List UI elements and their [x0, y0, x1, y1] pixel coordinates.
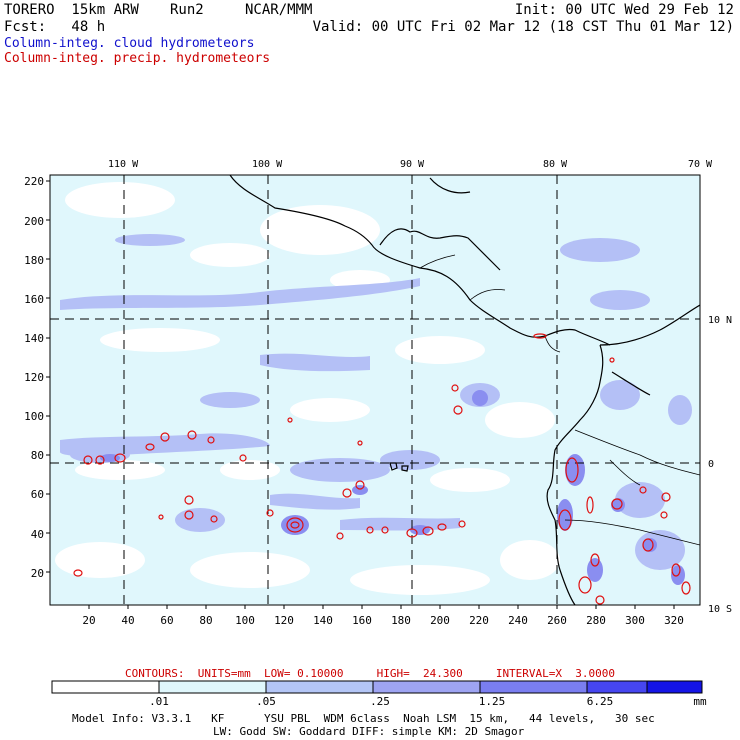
lat-label-0: 0	[708, 459, 714, 470]
x-axis-labels: 20 40 60 80 100 120 140 160 180 200 220 …	[82, 614, 684, 627]
y-tick: 20	[31, 567, 44, 580]
colorbar-label: 1.25	[479, 695, 506, 708]
x-tick: 240	[508, 614, 528, 627]
lat-label-10s: 10 S	[708, 604, 732, 615]
longitude-labels: 110 W 100 W 90 W 80 W 70 W	[108, 159, 713, 170]
org-label: NCAR/MMM	[245, 2, 313, 18]
colorbar-label: .05	[256, 695, 276, 708]
init-time: Init: 00 UTC Wed 29 Feb 12	[514, 2, 734, 18]
latitude-labels: 10 N 0 10 S	[708, 315, 732, 615]
x-tick: 260	[547, 614, 567, 627]
y-tick: 160	[24, 293, 44, 306]
x-tick: 60	[160, 614, 173, 627]
x-tick: 80	[199, 614, 212, 627]
x-tick-marks	[88, 605, 675, 609]
x-tick: 20	[82, 614, 95, 627]
lon-label-70w: 70 W	[688, 159, 713, 170]
lon-label-80w: 80 W	[543, 159, 568, 170]
y-tick: 140	[24, 332, 44, 345]
y-tick: 40	[31, 528, 44, 541]
x-tick: 180	[391, 614, 411, 627]
y-axis-labels: 220 200 180 160 140 120 100 80 60 40 20	[24, 175, 44, 580]
colorbar-unit: mm	[693, 695, 707, 708]
x-tick: 40	[121, 614, 134, 627]
colorbar-label: 6.25	[587, 695, 614, 708]
color-bar-swatches	[51, 680, 703, 694]
field-cloud-label: Column-integ. cloud hydrometeors	[4, 36, 255, 51]
y-tick: 100	[24, 410, 44, 423]
y-tick-marks	[46, 180, 50, 573]
valid-time: Valid: 00 UTC Fri 02 Mar 12 (18 CST Thu …	[312, 19, 734, 35]
y-tick: 220	[24, 175, 44, 188]
x-tick: 160	[352, 614, 372, 627]
colorbar-label: .01	[149, 695, 169, 708]
x-tick: 200	[430, 614, 450, 627]
color-bar: .01 .05 .25 1.25 6.25 mm	[51, 680, 707, 708]
color-bar-labels: .01 .05 .25 1.25 6.25 mm	[149, 695, 707, 708]
map-frame	[49, 174, 701, 606]
coastlines	[229, 175, 700, 605]
cloud-shading	[50, 175, 700, 605]
y-tick: 80	[31, 449, 44, 462]
colorbar-label: .25	[370, 695, 390, 708]
x-tick: 280	[586, 614, 606, 627]
contour-info: CONTOURS: UNITS=mm LOW= 0.10000 HIGH= 24…	[124, 667, 616, 680]
lat-label-10n: 10 N	[708, 315, 732, 326]
x-tick: 100	[235, 614, 255, 627]
lon-label-110w: 110 W	[108, 159, 139, 170]
model-title: TORERO 15km ARW	[4, 2, 139, 18]
x-tick: 140	[313, 614, 333, 627]
y-tick: 120	[24, 371, 44, 384]
x-tick: 300	[625, 614, 645, 627]
x-tick: 120	[274, 614, 294, 627]
lon-label-100w: 100 W	[252, 159, 283, 170]
x-tick: 320	[664, 614, 684, 627]
y-tick: 180	[24, 254, 44, 267]
model-info-line2: LW: Godd SW: Goddard DIFF: simple KM: 2D…	[213, 725, 525, 738]
x-tick: 220	[469, 614, 489, 627]
field-precip-label: Column-integ. precip. hydrometeors	[4, 51, 271, 66]
y-tick: 200	[24, 215, 44, 228]
run-label: Run2	[170, 2, 204, 18]
forecast-hour: Fcst: 48 h	[4, 19, 106, 35]
precip-contours	[73, 333, 691, 605]
model-info-line1: Model Info: V3.3.1 KF YSU PBL WDM 6class…	[72, 712, 655, 725]
forecast-map: 110 W 100 W 90 W 80 W 70 W 10 N 0 10 S 2…	[24, 159, 732, 627]
y-tick: 60	[31, 488, 44, 501]
lon-label-90w: 90 W	[400, 159, 425, 170]
graticule	[50, 175, 700, 605]
